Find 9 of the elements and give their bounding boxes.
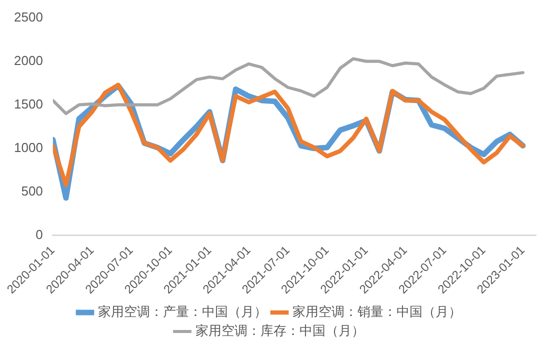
legend-label: 家用空调：销量：中国（月） xyxy=(292,304,462,320)
y-tick-label: 1500 xyxy=(14,96,43,112)
y-tick-label: 0 xyxy=(36,226,43,242)
legend-label: 家用空调：产量：中国（月） xyxy=(98,304,267,320)
y-tick-label: 1000 xyxy=(14,140,43,155)
legend-label: 家用空调：库存：中国（月） xyxy=(195,323,364,338)
y-tick-label: 2500 xyxy=(14,9,43,24)
y-tick-label: 500 xyxy=(21,183,43,198)
y-tick-label: 2000 xyxy=(14,52,43,68)
